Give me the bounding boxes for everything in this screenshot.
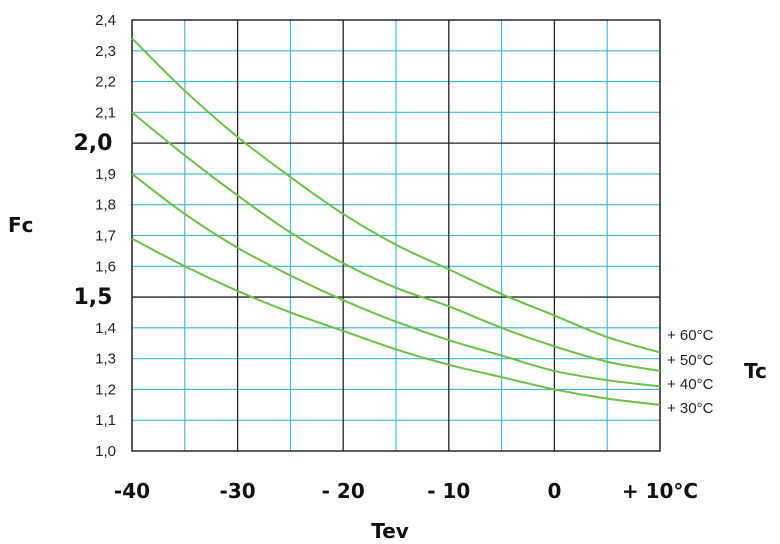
legend: + 60°C + 50°C + 40°C + 30°C xyxy=(667,327,714,417)
y-tick-label: 1,7 xyxy=(95,228,116,245)
y-tick-label: 1,5 xyxy=(74,285,113,310)
x-axis-label: Tev xyxy=(371,519,409,543)
y-tick-label: 2,2 xyxy=(95,74,116,91)
y-tick-label: 1,0 xyxy=(95,443,116,460)
y-tick-label: 1,2 xyxy=(95,381,116,398)
series-line xyxy=(131,173,661,388)
y-tick-label: 2,1 xyxy=(95,104,116,121)
y-tick-labels: 1,0 1,1 1,2 1,3 1,4 1,5 1,6 1,7 1,8 1,9 2,0 2,1 2,2 2… xyxy=(74,12,116,460)
y-tick-label: 1,4 xyxy=(95,320,116,337)
x-tick-label: 0 xyxy=(547,479,561,503)
legend-item-label: + 30°C xyxy=(667,400,714,417)
legend-title: Tc xyxy=(744,359,767,383)
y-tick-label: 1,9 xyxy=(95,166,116,183)
x-tick-label: - 20 xyxy=(322,479,365,503)
x-tick-label: - 10 xyxy=(427,479,470,503)
y-tick-label: 2,0 xyxy=(74,131,113,156)
y-tick-label: 2,3 xyxy=(95,43,116,60)
y-tick-label: 1,3 xyxy=(95,351,116,368)
minor-grid xyxy=(132,20,660,451)
legend-item-label: + 60°C xyxy=(667,327,714,344)
series-line xyxy=(131,237,661,406)
y-tick-label: 1,6 xyxy=(95,258,116,275)
y-tick-label: 1,1 xyxy=(95,412,116,429)
y-axis-label: Fc xyxy=(8,213,34,237)
x-tick-labels: -40 -30 - 20 - 10 0 + 10°C xyxy=(114,479,698,503)
x-tick-label: -40 xyxy=(114,479,150,503)
x-tick-label: -30 xyxy=(220,479,256,503)
y-tick-label: 2,4 xyxy=(95,12,116,29)
legend-item-label: + 50°C xyxy=(667,352,714,369)
y-tick-label: 1,8 xyxy=(95,197,116,214)
series-line xyxy=(131,111,661,372)
legend-item-label: + 40°C xyxy=(667,376,714,393)
plot-border xyxy=(131,19,661,452)
major-grid xyxy=(131,19,661,452)
series-line xyxy=(131,37,661,354)
x-tick-label: + 10°C xyxy=(622,479,698,503)
curves xyxy=(131,37,661,406)
